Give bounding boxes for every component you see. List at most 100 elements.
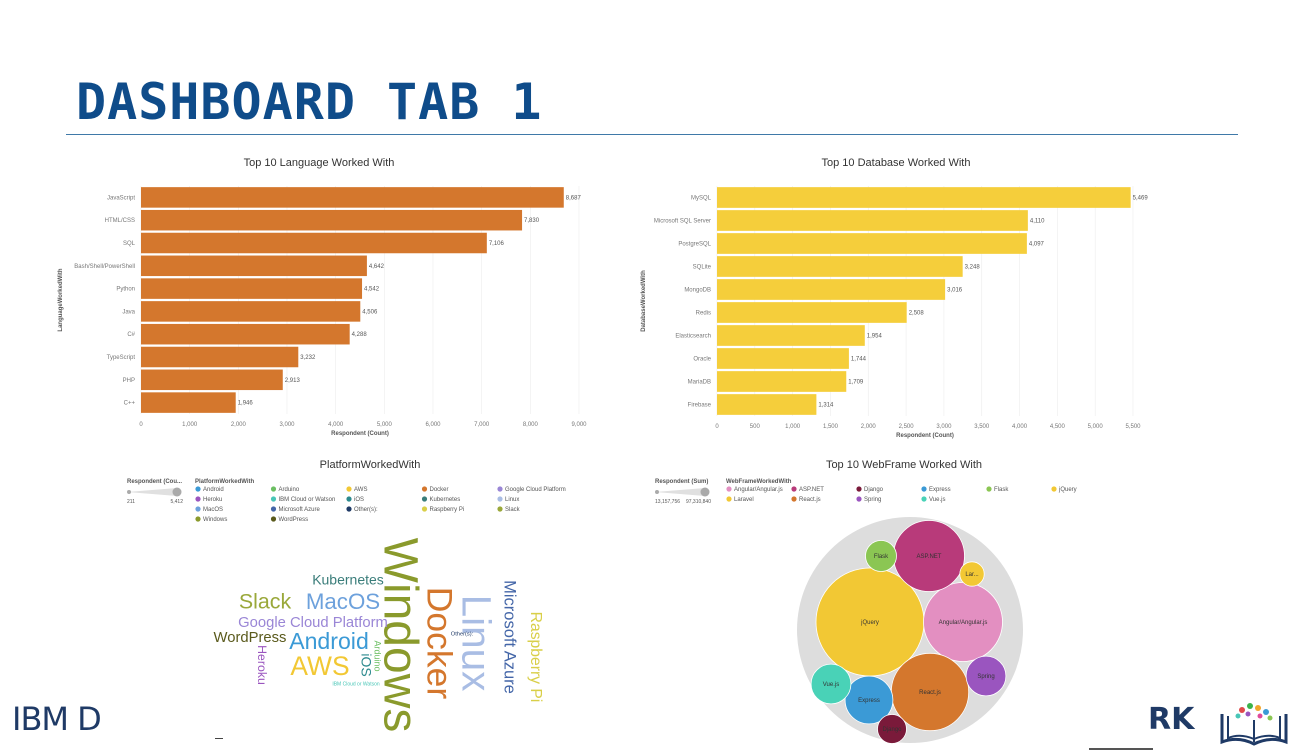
word-aws: AWS bbox=[290, 651, 349, 681]
x-tick-label: 1,000 bbox=[785, 424, 801, 430]
data-label: 4,642 bbox=[369, 264, 385, 270]
data-label: 4,097 bbox=[1029, 242, 1045, 248]
category-label: JavaScript bbox=[107, 195, 135, 201]
y-axis-label: LanguageWorkedWith bbox=[58, 268, 64, 332]
data-label: 4,506 bbox=[362, 309, 378, 315]
chart-title: Top 10 Language Worked With bbox=[244, 157, 395, 169]
legend-swatch-docker bbox=[421, 486, 428, 492]
legend-swatch-google-cloud-platform bbox=[497, 486, 503, 492]
data-label: 1,946 bbox=[238, 401, 254, 407]
word-wordpress: WordPress bbox=[214, 630, 287, 646]
legend-label-vue-js: Vue.js bbox=[929, 497, 945, 503]
data-label: 1,744 bbox=[851, 357, 867, 363]
bubble-express bbox=[844, 675, 894, 725]
category-label: Redis bbox=[696, 311, 711, 317]
chart-title: Top 10 WebFrame Worked With bbox=[826, 459, 982, 471]
word-docker: Docker bbox=[420, 587, 460, 700]
size-legend-wedge bbox=[127, 488, 177, 496]
bar-sql bbox=[141, 232, 487, 254]
category-label: SQLite bbox=[693, 265, 712, 271]
x-tick-label: 1,000 bbox=[182, 422, 198, 428]
data-label: 1,709 bbox=[848, 380, 864, 386]
legend-label-slack: Slack bbox=[505, 507, 521, 513]
x-tick-label: 0 bbox=[715, 424, 719, 430]
chart-title: PlatformWorkedWith bbox=[320, 459, 421, 471]
category-label: Python bbox=[116, 287, 135, 293]
legend-title: WebFrameWorkedWith bbox=[726, 479, 792, 485]
legend-swatch-slack bbox=[497, 506, 503, 512]
data-label: 5,469 bbox=[1133, 196, 1149, 202]
category-label: PHP bbox=[123, 378, 135, 384]
bar-sqlite bbox=[717, 256, 963, 277]
legend-label-other-s: Other(s): bbox=[354, 507, 378, 513]
data-label: 8,687 bbox=[566, 195, 582, 201]
bar-mariadb bbox=[717, 371, 847, 392]
legend-swatch-vue-js bbox=[921, 496, 927, 502]
bubble-django bbox=[877, 714, 907, 744]
legend-label-django: Django bbox=[864, 487, 884, 493]
size-legend-min-dot bbox=[127, 490, 131, 494]
legend-swatch-heroku bbox=[195, 496, 201, 502]
legend-label-express: Express bbox=[929, 487, 951, 493]
x-tick-label: 3,000 bbox=[279, 422, 295, 428]
legend-label-jquery: jQuery bbox=[1058, 487, 1077, 493]
webframe-bubble-chart: Top 10 WebFrame Worked With Respondent (S… bbox=[655, 459, 1077, 744]
y-axis-label: DatabaseWorkedWith bbox=[641, 270, 647, 332]
language-bar-chart: Top 10 Language Worked With 0 1,000 2,000 3,… bbox=[58, 157, 587, 437]
x-axis-label: Respondent (Count) bbox=[331, 431, 389, 437]
x-tick-label: 2,000 bbox=[861, 424, 877, 430]
legend-label-aws: AWS bbox=[354, 487, 367, 493]
data-label: 3,232 bbox=[300, 355, 316, 361]
legend-label-microsoft-azure: Microsoft Azure bbox=[279, 507, 321, 513]
category-label: TypeScript bbox=[107, 355, 136, 361]
legend-label-heroku: Heroku bbox=[203, 497, 222, 503]
database-bar-chart: Top 10 Database Worked With 0 500 1,000 1,50… bbox=[641, 157, 1149, 439]
bubble-vue-js bbox=[810, 663, 852, 705]
x-axis-label: Respondent (Count) bbox=[896, 433, 954, 439]
chart-title: Top 10 Database Worked With bbox=[822, 157, 971, 169]
legend-label-raspberry-pi: Raspberry Pi bbox=[430, 507, 465, 513]
category-label: SQL bbox=[123, 241, 136, 247]
size-legend-max: 5,412 bbox=[170, 499, 183, 505]
category-label: Elasticsearch bbox=[675, 334, 711, 340]
category-label: Bash/Shell/PowerShell bbox=[74, 264, 135, 270]
legend-label-arduino: Arduino bbox=[279, 487, 300, 493]
x-tick-label: 2,000 bbox=[231, 422, 247, 428]
x-tick-label: 6,000 bbox=[425, 422, 441, 428]
data-label: 2,508 bbox=[909, 311, 925, 317]
word-arduino: Arduino bbox=[373, 640, 383, 671]
bubble-label-django: Django bbox=[882, 727, 902, 733]
category-label: MongoDB bbox=[684, 288, 711, 294]
x-tick-label: 5,000 bbox=[1088, 424, 1104, 430]
category-label: C++ bbox=[124, 401, 136, 407]
size-legend-min-dot bbox=[655, 490, 659, 494]
bar-c bbox=[141, 323, 350, 345]
bar-typescript bbox=[141, 346, 299, 368]
legend-swatch-spring bbox=[856, 496, 862, 502]
data-label: 1,314 bbox=[818, 403, 834, 409]
brand-logo-text: RK bbox=[1148, 702, 1195, 737]
legend-swatch-kubernetes bbox=[421, 496, 428, 502]
x-tick-label: 3,000 bbox=[936, 424, 952, 430]
ibm-logo: IBM D bbox=[12, 700, 102, 738]
legend-label-flask: Flask bbox=[994, 487, 1009, 493]
legend-swatch-arduino bbox=[270, 486, 277, 492]
bar-html-css bbox=[141, 209, 523, 231]
bar-php bbox=[141, 369, 283, 391]
legend-label-windows: Windows bbox=[203, 517, 227, 523]
bar-mongodb bbox=[717, 279, 946, 300]
bubble-label-vue-js: Vue.js bbox=[823, 682, 839, 688]
x-tick-label: 4,500 bbox=[1050, 424, 1066, 430]
x-tick-label: 8,000 bbox=[523, 422, 539, 428]
category-label: PostgreSQL bbox=[678, 242, 711, 248]
book-icon bbox=[1220, 703, 1288, 746]
size-legend-min: 211 bbox=[127, 499, 135, 505]
bar-c bbox=[141, 392, 236, 413]
word-raspberry-pi: Raspberry Pi bbox=[527, 612, 544, 703]
bar-oracle bbox=[717, 348, 849, 369]
legend-swatch-macos bbox=[195, 506, 201, 512]
legend-label-ios: iOS bbox=[354, 497, 364, 503]
x-tick-label: 500 bbox=[750, 424, 761, 430]
legend-label-linux: Linux bbox=[505, 497, 519, 503]
overlay-cover bbox=[128, 696, 224, 746]
